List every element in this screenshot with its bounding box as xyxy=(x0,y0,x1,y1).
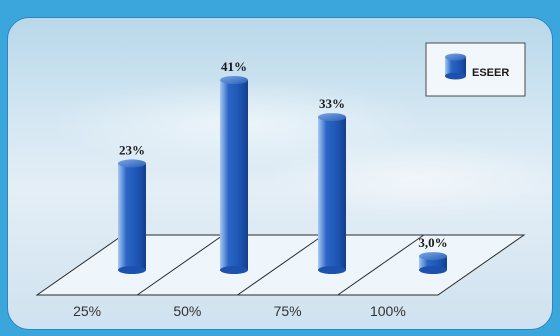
bar-value-label: 41% xyxy=(221,59,247,74)
bar xyxy=(419,252,447,274)
bar-value-label: 3,0% xyxy=(418,235,447,250)
category-labels: 25% 50% 75% 100% xyxy=(73,303,406,319)
x-tick-label: 75% xyxy=(274,303,302,319)
floor-dividers xyxy=(136,234,425,296)
bar xyxy=(318,113,346,274)
bar xyxy=(118,159,146,274)
floor-divider xyxy=(136,234,224,296)
bar-value-label: 23% xyxy=(119,142,145,157)
x-tick-label: 100% xyxy=(370,303,406,319)
bars-group: 23% 41% 33% 3,0% xyxy=(118,59,448,274)
bar-value-label: 33% xyxy=(319,96,345,111)
x-tick-label: 25% xyxy=(73,303,101,319)
legend: ESEER xyxy=(425,42,526,97)
x-tick-label: 50% xyxy=(173,303,201,319)
legend-box xyxy=(425,42,526,97)
legend-label-eseer: ESEER xyxy=(472,67,509,79)
legend-swatch-icon xyxy=(445,53,466,80)
floor-divider xyxy=(237,234,324,296)
sky-cloud xyxy=(268,138,552,218)
bar xyxy=(220,76,248,274)
floor-divider xyxy=(337,234,425,296)
